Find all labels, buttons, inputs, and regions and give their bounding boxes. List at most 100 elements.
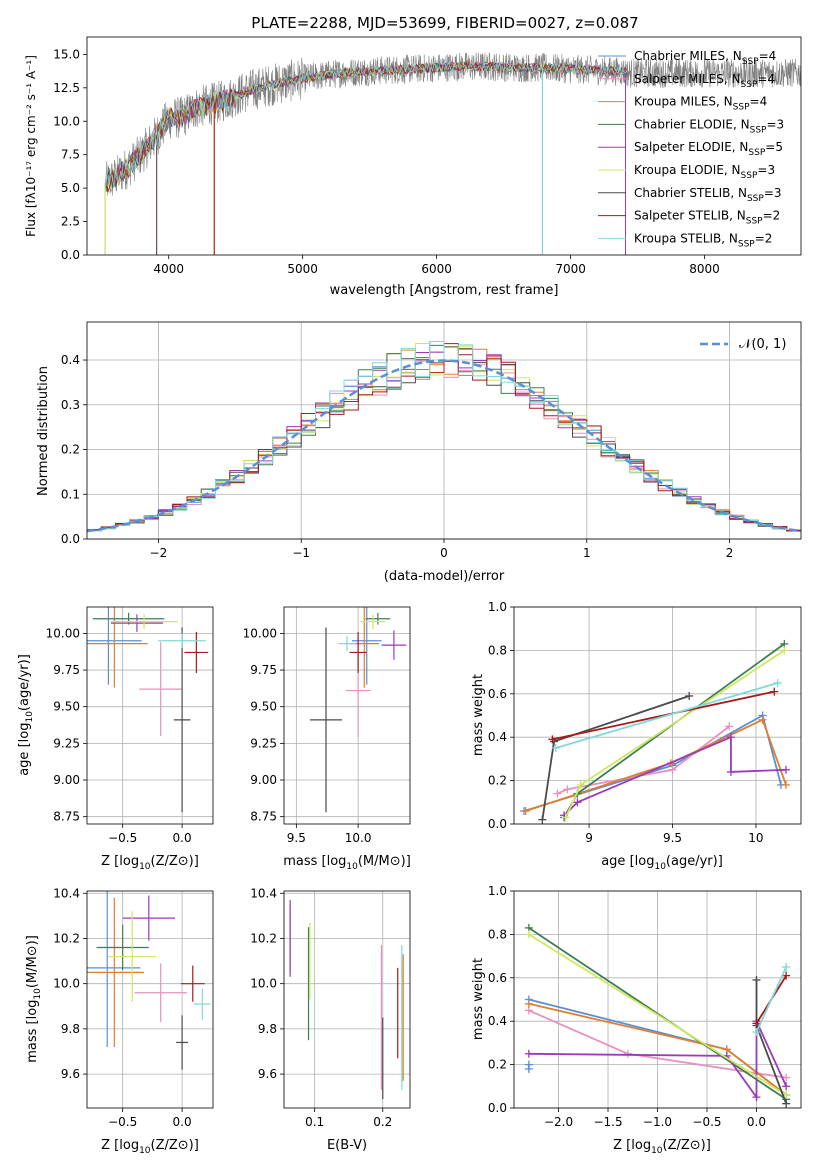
- residual-ytick-label: 0.3: [61, 398, 80, 412]
- spectrum-ytick-label: 0.0: [61, 248, 80, 262]
- legend-label-sub: SSP: [733, 103, 750, 113]
- legend-label-main: Salpeter STELIB, N: [634, 209, 746, 223]
- weight-line-7: [552, 690, 775, 741]
- legend-label-main: Chabrier MILES, N: [634, 49, 742, 63]
- xlabel: mass [log10(M/M⊙)]: [283, 854, 411, 872]
- xtick-label: 0.0: [173, 831, 192, 845]
- xlabel-sub: 10: [651, 1146, 663, 1156]
- xlabel-sub: 10: [346, 862, 358, 872]
- weight-line-4: [563, 735, 787, 816]
- spectrum-lines: [104, 52, 801, 255]
- model-line-7: [105, 60, 628, 193]
- legend-label-main: Chabrier STELIB, N: [634, 186, 747, 200]
- xtick-label: −1.5: [593, 1115, 622, 1129]
- spectrum-xtick-label: 7000: [555, 262, 586, 276]
- ytick-label: 10.4: [53, 886, 80, 900]
- legend-label-5: Kroupa ELODIE, NSSP=3: [634, 163, 775, 181]
- xtick-label: −0.5: [108, 831, 137, 845]
- legend-label-sub: SSP: [741, 171, 758, 181]
- legend-label-post: =4: [750, 95, 768, 109]
- residual-panel: −2 −1 0 1 2 0.0 0.1 0.2 0.3 0.4 (data-model)/erro…: [36, 321, 802, 584]
- legend-label-sub: SSP: [748, 148, 765, 158]
- weight-vs-Z-panel: −2.0 −1.5 −1.0 −0.5 0.0 0.0 0.2 0.4 0.6 0.8 1.0 Z […: [471, 884, 802, 1156]
- ytick-label: 9.75: [250, 663, 277, 677]
- xlabel-main: Z [log: [101, 1138, 139, 1153]
- spectrum-ytick-label: 10.0: [53, 114, 80, 128]
- model-line-4: [105, 60, 628, 187]
- residual-xtick-label: 0: [440, 546, 448, 560]
- spectrum-ytick-label: 7.5: [61, 148, 80, 162]
- ytick-label: 8.75: [250, 810, 277, 824]
- xlabel: E(B-V): [327, 1138, 367, 1153]
- residual-legend: 𝒩(0, 1): [700, 337, 786, 352]
- legend-label-main: Kroupa ELODIE, N: [634, 163, 741, 177]
- spectrum-ytick-label: 15.0: [53, 47, 80, 61]
- ylabel: mass weight: [471, 674, 486, 756]
- spectrum-panel: PLATE=2288, MJD=53699, FIBERID=0027, z=0…: [24, 14, 802, 298]
- residual-xtick-label: 2: [726, 546, 734, 560]
- ytick-label: 8.75: [53, 810, 80, 824]
- legend-label-main: Salpeter ELODIE, N: [634, 140, 748, 154]
- ylabel-post: (age/yr)]: [17, 654, 32, 711]
- xtick-label: −0.5: [692, 1115, 721, 1129]
- legend-label-post: =2: [763, 209, 781, 223]
- legend-label-main: Chabrier ELODIE, N: [634, 117, 750, 131]
- weight-line-8: [555, 682, 778, 749]
- legend-label-post: =2: [755, 231, 773, 245]
- legend-label-post: =3: [764, 186, 782, 200]
- data-spectrum-line: [105, 52, 801, 196]
- xtick-label: 0.2: [373, 1115, 392, 1129]
- ylabel: mass weight: [471, 958, 486, 1040]
- xlabel: Z [log10(Z/Z⊙)]: [613, 1138, 711, 1156]
- ytick-label: 1.0: [488, 884, 507, 898]
- panel-frame: [86, 606, 214, 825]
- xtick-label: 9: [585, 831, 593, 845]
- mass-vs-ebv-panel: 0.1 0.2 9.6 9.8 10.0 10.2 10.4 E(B-V): [250, 886, 411, 1153]
- ylabel-main: mass [log: [25, 1000, 40, 1063]
- ytick-label: 0.4: [488, 1014, 507, 1028]
- spectrum-xtick-label: 8000: [689, 262, 720, 276]
- xtick-label: 9.5: [663, 831, 682, 845]
- ytick-label: 9.6: [258, 1067, 277, 1081]
- weight-line-3: [563, 643, 785, 818]
- xlabel-post: (M/M⊙)]: [358, 854, 411, 869]
- panel-frame: [283, 890, 411, 1109]
- ytick-label: 10.00: [243, 626, 277, 640]
- legend-label-sub: SSP: [747, 194, 764, 204]
- ylabel: age [log10(age/yr)]: [17, 654, 35, 776]
- spectrum-ytick-label: 5.0: [61, 181, 80, 195]
- ytick-label: 10.2: [53, 931, 80, 945]
- xlabel-main: mass [log: [283, 854, 346, 869]
- residual-ytick-label: 0.0: [61, 532, 80, 546]
- xlabel-sub: 10: [654, 862, 666, 872]
- legend-label-post: =4: [757, 72, 775, 86]
- panel-marks: [289, 900, 404, 1099]
- weight-line-8: [755, 966, 788, 1033]
- model-line-2: [105, 60, 628, 190]
- age-vs-mass-panel: 9.5 10.0 8.75 9.00 9.25 9.50 9.75 10.00 mass [lo…: [243, 606, 411, 872]
- legend-label-main: Kroupa MILES, N: [634, 95, 733, 109]
- panel-marks: [520, 639, 790, 824]
- ytick-label: 9.8: [258, 1022, 277, 1036]
- panel-marks: [87, 891, 211, 1070]
- ytick-label: 0.8: [488, 643, 507, 657]
- residual-ytick-label: 0.2: [61, 443, 80, 457]
- xlabel-sub: 10: [139, 862, 151, 872]
- ytick-label: 10.2: [250, 931, 277, 945]
- ytick-label: 10.4: [250, 886, 277, 900]
- legend-label-main: Salpeter MILES, N: [634, 72, 741, 86]
- legend-label-sub: SSP: [741, 80, 758, 90]
- model-line-0: [105, 60, 628, 191]
- mass-vs-Z-panel: −0.5 0.09.69.810.010.210.4Z [log10(Z/Z⊙)]…: [25, 886, 214, 1156]
- xlabel-sub: 10: [139, 1146, 151, 1156]
- legend-label-post: =3: [766, 117, 784, 131]
- ytick-label: 0.6: [488, 971, 507, 985]
- ytick-label: 0.2: [488, 1058, 507, 1072]
- xtick-label: 10: [748, 831, 763, 845]
- ytick-label: 0.6: [488, 687, 507, 701]
- ytick-label: 0.8: [488, 927, 507, 941]
- residual-xlabel: (data-model)/error: [384, 569, 505, 584]
- panel-marks: [87, 607, 209, 813]
